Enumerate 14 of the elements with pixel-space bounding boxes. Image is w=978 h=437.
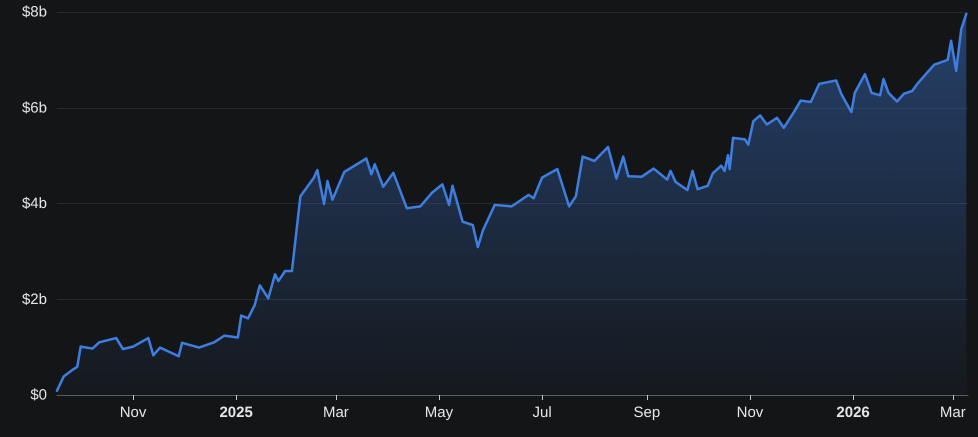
x-tick-label: 2025 <box>219 404 253 421</box>
x-tick-label: Jul <box>532 404 552 421</box>
y-tick-label: $2b <box>22 290 47 308</box>
x-tick-label: Mar <box>322 404 349 421</box>
x-tick-label: May <box>424 404 454 421</box>
y-tick-label: $4b <box>22 195 47 212</box>
x-tick-label: Mar <box>940 404 966 421</box>
x-tick-label: 2026 <box>836 404 870 421</box>
x-tick-label: Nov <box>120 404 147 421</box>
x-tick-label: Sep <box>634 404 660 421</box>
y-tick-label: $0 <box>30 386 47 404</box>
x-tick-label: Nov <box>736 404 764 421</box>
y-tick-label: $8b <box>22 4 47 20</box>
y-tick-label: $6b <box>22 99 47 116</box>
